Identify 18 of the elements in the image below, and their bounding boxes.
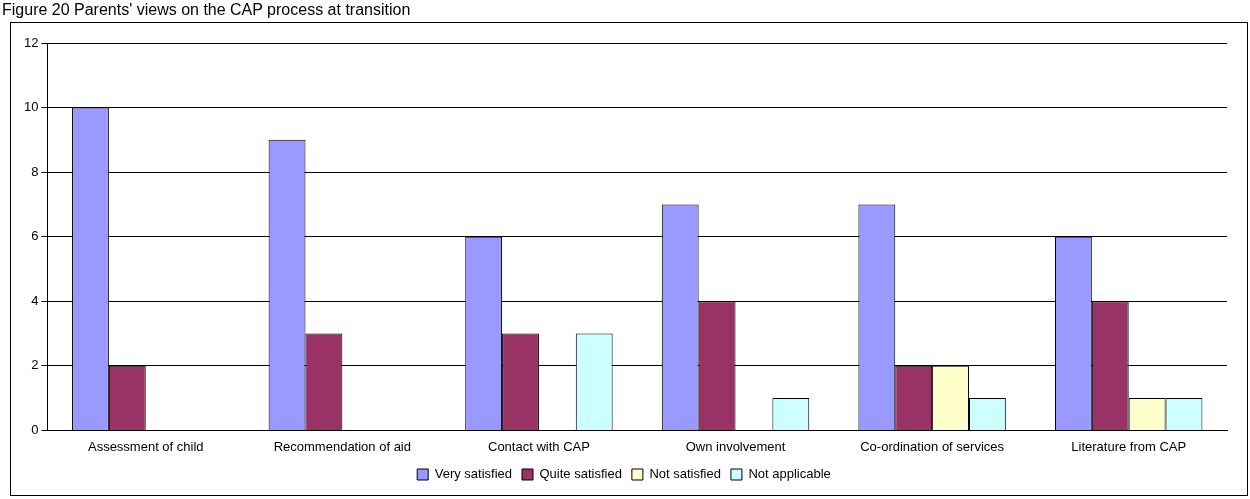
legend-label: Not satisfied <box>649 466 721 482</box>
y-tick-label: 2 <box>31 357 39 373</box>
y-tick-label: 4 <box>31 292 39 308</box>
chart-title: Figure 20 Parents' views on the CAP process at transition <box>1 0 412 20</box>
x-tick-label: Own involvement <box>685 438 786 454</box>
y-tick-label: 10 <box>23 99 39 115</box>
y-tick-label: 8 <box>31 163 39 179</box>
x-tick-label: Assessment of child <box>87 438 204 454</box>
x-tick-label: Co-ordination of services <box>860 438 1005 454</box>
legend-label: Quite satisfied <box>539 466 622 482</box>
x-tick-label: Literature from CAP <box>1071 438 1187 454</box>
y-tick-label: 0 <box>31 421 39 437</box>
y-tick-label: 12 <box>23 34 39 50</box>
legend-label: Not applicable <box>748 466 831 482</box>
x-tick-label: Contact with CAP <box>488 438 590 454</box>
x-tick-label: Recommendation of aid <box>273 438 411 454</box>
legend-label: Very satisfied <box>434 466 513 482</box>
y-tick-label: 6 <box>31 228 39 244</box>
